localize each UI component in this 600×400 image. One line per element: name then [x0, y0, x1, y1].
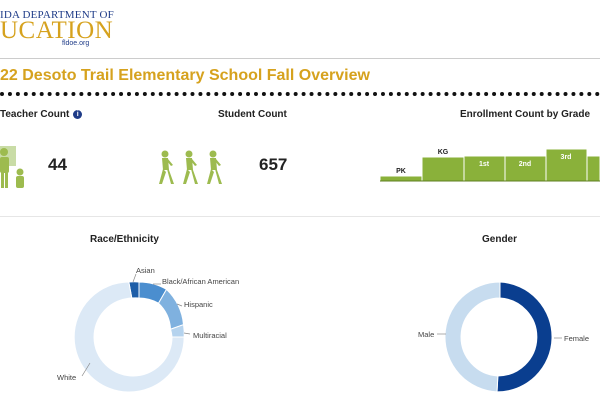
enrollment-chart: PK KG 1st 2nd 3rd — [380, 148, 600, 182]
grade-bar-3rd[interactable] — [545, 148, 588, 182]
students-icon — [159, 150, 222, 184]
gender-label-female: Female — [564, 334, 589, 343]
fldoe-logo[interactable]: IDA DEPARTMENT OF UCATION fldoe.org — [0, 0, 114, 52]
grade-bar-2nd[interactable] — [504, 155, 547, 182]
race-label-black: Black/African American — [162, 277, 239, 286]
teacher-count-label-text: Teacher Count — [0, 109, 70, 120]
student-count-value: 657 — [259, 155, 288, 174]
race-label-white: White — [57, 373, 76, 382]
gender-slice-male[interactable] — [444, 281, 501, 393]
race-label-hispanic: Hispanic — [184, 300, 213, 309]
grade-label-1st: 1st — [479, 161, 490, 168]
teacher-count-value: 44 — [48, 155, 67, 174]
grade-bar-next[interactable] — [586, 155, 600, 182]
logo-line-education: UCATION — [0, 17, 114, 44]
leader-hispanic — [176, 303, 183, 307]
race-ethnicity-label: Race/Ethnicity — [90, 234, 159, 245]
grade-bar-kg[interactable] — [421, 156, 465, 182]
grade-bar-pk[interactable] — [380, 175, 423, 182]
gender-slice-female[interactable] — [496, 281, 553, 393]
grade-label-pk: PK — [396, 168, 406, 175]
logo-line-url: fldoe.org — [62, 40, 90, 47]
section-divider — [0, 216, 600, 217]
leader-white — [81, 362, 91, 377]
race-label-asian: Asian — [136, 266, 155, 275]
header-divider — [0, 58, 600, 59]
info-icon[interactable]: i — [73, 110, 83, 119]
grade-label-kg: KG — [438, 149, 449, 156]
gender-chart: Male Female — [418, 281, 589, 393]
race-slice-white[interactable] — [73, 281, 185, 393]
student-figure-1 — [159, 150, 174, 184]
grade-label-3rd: 3rd — [561, 154, 572, 161]
student-count-label: Student Count — [218, 109, 287, 120]
student-figure-2 — [183, 150, 198, 184]
logo-line-department: IDA DEPARTMENT OF — [0, 9, 114, 21]
title-dotted-rule — [0, 92, 600, 96]
leader-asian — [132, 273, 137, 283]
gender-label-male: Male — [418, 330, 434, 339]
grade-label-2nd: 2nd — [519, 161, 531, 168]
gender-label: Gender — [482, 234, 518, 245]
enrollment-label: Enrollment Count by Grade — [460, 109, 591, 120]
teacher-icon — [0, 146, 24, 188]
race-label-multiracial: Multiracial — [193, 331, 227, 340]
teacher-count-label: Teacher Count i — [0, 109, 83, 120]
student-figure-3 — [207, 150, 222, 184]
page-title: 22 Desoto Trail Elementary School Fall O… — [0, 67, 370, 84]
race-ethnicity-chart: Asian Black/African American Hispanic Mu… — [57, 266, 239, 393]
leader-multiracial — [183, 332, 191, 335]
grade-bar-1st[interactable] — [463, 155, 506, 182]
